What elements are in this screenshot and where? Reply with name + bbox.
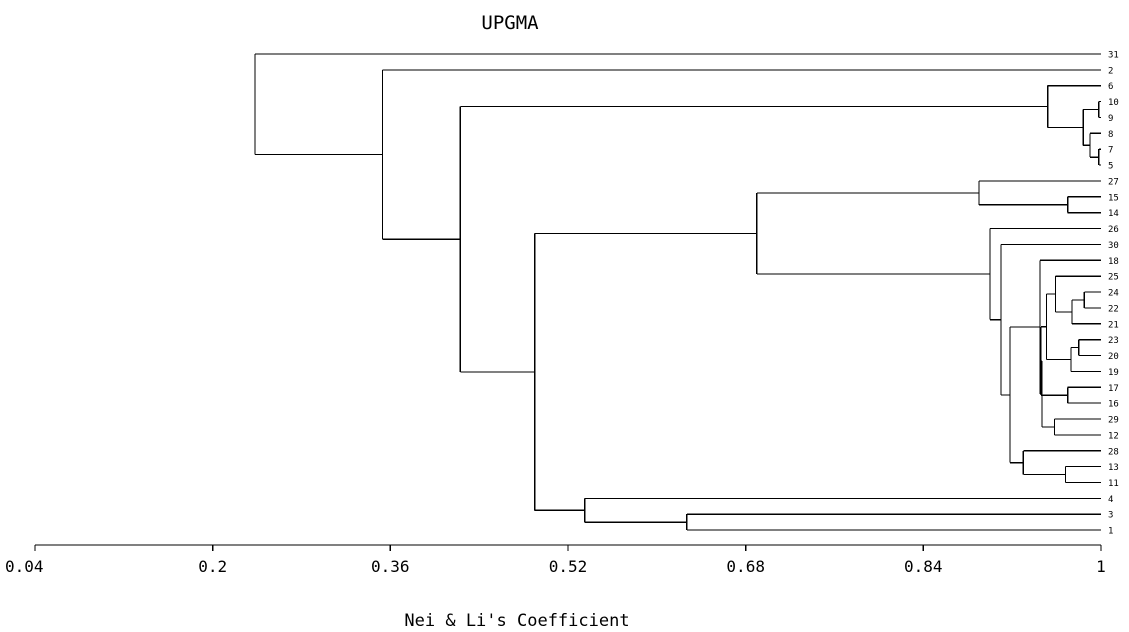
leaf-label: 31 <box>1108 51 1119 61</box>
x-tick-label: 0.52 <box>549 557 588 576</box>
leaf-label: 14 <box>1108 209 1119 219</box>
leaf-label: 8 <box>1108 130 1113 140</box>
x-tick-label: 0.68 <box>726 557 765 576</box>
leaf-label: 6 <box>1108 82 1113 92</box>
leaf-label: 29 <box>1108 416 1119 426</box>
leaf-label: 17 <box>1108 384 1119 394</box>
leaf-label: 5 <box>1108 162 1113 172</box>
leaf-label: 1 <box>1108 527 1113 537</box>
leaf-label: 20 <box>1108 352 1119 362</box>
leaf-label: 18 <box>1108 257 1119 267</box>
chart-title: UPGMA <box>481 12 539 34</box>
leaf-label: 24 <box>1108 289 1119 299</box>
leaf-label: 23 <box>1108 336 1119 346</box>
leaf-label: 25 <box>1108 273 1119 283</box>
leaf-labels: 3126109875271514263018252422212320191716… <box>1108 51 1119 537</box>
leaf-label: 26 <box>1108 225 1119 235</box>
leaf-label: 21 <box>1108 320 1119 330</box>
leaf-label: 11 <box>1108 479 1119 489</box>
leaf-label: 4 <box>1108 495 1113 505</box>
leaf-label: 16 <box>1108 400 1119 410</box>
leaf-label: 7 <box>1108 146 1113 156</box>
x-tick-label: 1 <box>1096 557 1106 576</box>
x-tick-label: 0.2 <box>198 557 227 576</box>
leaf-label: 30 <box>1108 241 1119 251</box>
leaf-label: 10 <box>1108 98 1119 108</box>
leaf-label: 28 <box>1108 447 1119 457</box>
leaf-label: 19 <box>1108 368 1119 378</box>
x-tick-label: 0.36 <box>371 557 410 576</box>
dendrogram-branches <box>254 53 1101 531</box>
leaf-label: 9 <box>1108 114 1113 124</box>
leaf-label: 3 <box>1108 511 1113 521</box>
x-tick-label: 0.04 <box>5 557 44 576</box>
leaf-label: 12 <box>1108 431 1119 441</box>
leaf-label: 27 <box>1108 178 1119 188</box>
x-tick-label: 0.84 <box>904 557 943 576</box>
leaf-label: 2 <box>1108 66 1113 76</box>
x-axis: 0.04 0.2 0.36 0.52 0.68 0.84 1 <box>5 544 1106 576</box>
leaf-label: 22 <box>1108 304 1119 314</box>
x-axis-label: Nei & Li's Coefficient <box>404 611 629 631</box>
leaf-label: 13 <box>1108 463 1119 473</box>
leaf-label: 15 <box>1108 193 1119 203</box>
